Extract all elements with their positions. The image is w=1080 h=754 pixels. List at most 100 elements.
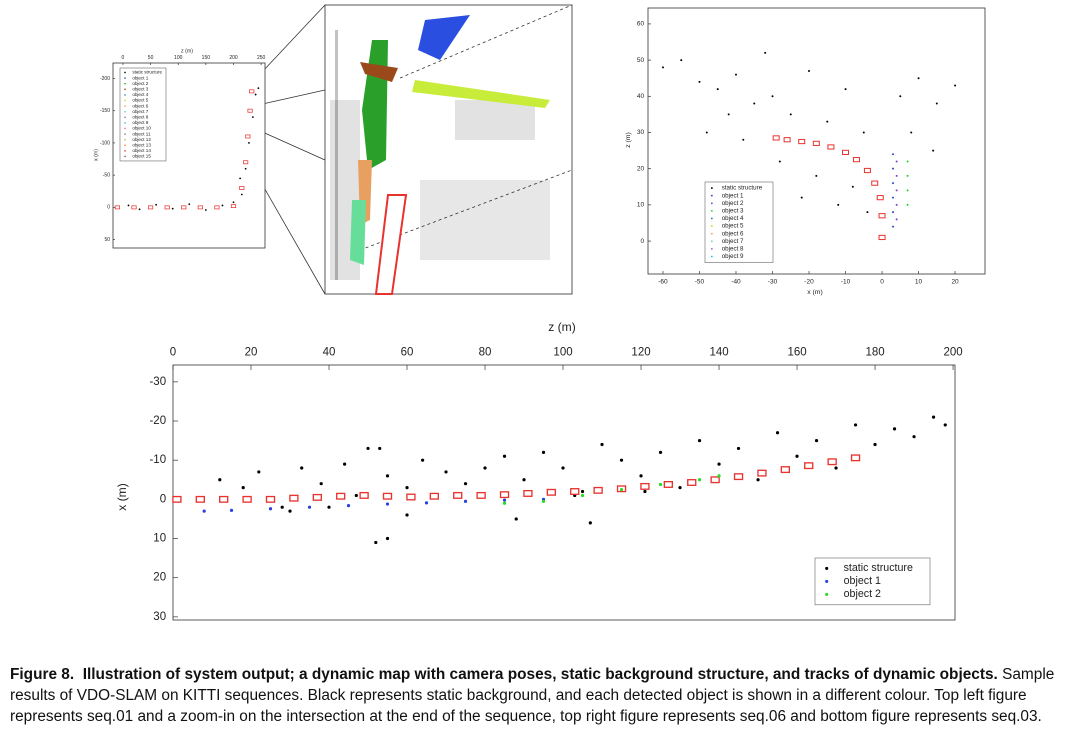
legend-label: static structure [722, 185, 763, 192]
camera-pose [804, 462, 814, 470]
point [917, 77, 920, 80]
legend-label: static structure [844, 562, 913, 574]
point [385, 536, 390, 541]
legend-marker [710, 232, 713, 235]
legend-marker [124, 138, 126, 141]
camera-pose [780, 466, 791, 474]
point [895, 174, 898, 177]
y-tick-label: -200 [100, 76, 110, 82]
legend-label: object 4 [722, 215, 744, 222]
point [895, 160, 898, 163]
camera-pose [114, 205, 120, 210]
x-tick-label: -20 [804, 279, 814, 286]
point [204, 209, 207, 211]
legend-label: object 2 [722, 200, 744, 207]
x-tick-label: -60 [658, 279, 668, 286]
x-axis-label: z (m) [548, 320, 575, 334]
x-tick-label: 50 [148, 55, 154, 61]
legend-label: static structure [132, 70, 162, 75]
camera-pose [219, 495, 229, 503]
camera-pose [164, 205, 170, 210]
legend-label: object 6 [722, 230, 744, 237]
point [202, 509, 206, 513]
legend-marker [124, 144, 126, 147]
point [678, 486, 682, 490]
camera-pose [687, 479, 697, 486]
point [251, 116, 254, 119]
point [932, 149, 935, 152]
inset-camera [374, 194, 408, 295]
point [374, 540, 378, 545]
x-tick-label: 20 [951, 279, 959, 286]
x-tick-label: -50 [695, 279, 705, 286]
point [891, 225, 894, 228]
legend-label: object 3 [722, 208, 744, 215]
point [385, 502, 390, 506]
point [218, 478, 222, 482]
legend-marker [710, 217, 713, 220]
legend-marker [124, 82, 126, 85]
camera-pose [593, 486, 603, 494]
camera-pose [772, 135, 780, 141]
camera-pose [148, 205, 154, 210]
inset-static [330, 30, 550, 280]
legend-marker [124, 94, 126, 96]
point [742, 138, 745, 141]
camera-pose [812, 140, 820, 146]
x-tick-label: 250 [257, 55, 266, 61]
legend-marker [825, 592, 829, 596]
legend-label: object 1 [844, 575, 881, 587]
y-tick-label: 50 [637, 57, 645, 64]
point [753, 102, 756, 105]
legend-marker [124, 150, 126, 152]
camera-pose [239, 186, 245, 190]
y-tick-label: 10 [153, 533, 166, 545]
zoom-connector [257, 129, 326, 161]
point [257, 87, 260, 90]
camera-pose [871, 180, 879, 186]
point [580, 493, 585, 498]
inset-guide [399, 4, 573, 79]
point [241, 486, 245, 490]
camera-pose [230, 204, 237, 209]
point [643, 489, 647, 494]
x-tick-label: 80 [479, 346, 492, 358]
point [257, 470, 261, 474]
legend-label: object 8 [132, 114, 148, 119]
camera-pose [523, 490, 533, 497]
x-tick-label: 200 [229, 55, 238, 61]
legend-marker [124, 105, 126, 107]
point [814, 438, 819, 443]
x-tick-label: 120 [631, 346, 650, 358]
legend-marker [710, 225, 713, 227]
point [421, 458, 425, 462]
point [307, 505, 312, 509]
point [254, 93, 257, 96]
point [800, 196, 803, 199]
legend-marker [710, 194, 713, 197]
point [717, 462, 721, 466]
y-tick-label: 0 [107, 205, 110, 211]
camera-pose [265, 495, 276, 503]
camera-pose [359, 491, 369, 499]
point [795, 454, 799, 458]
x-axis-label: z (m) [181, 48, 193, 54]
point [891, 167, 894, 170]
legend-label: object 2 [844, 588, 881, 600]
point [771, 95, 774, 98]
camera-pose [195, 495, 205, 503]
point [463, 482, 468, 486]
point [808, 69, 811, 72]
y-tick-label: 10 [637, 202, 645, 209]
point [716, 88, 719, 91]
camera-pose [214, 205, 220, 210]
camera-pose [852, 157, 860, 163]
legend-marker [710, 209, 713, 212]
point [378, 446, 382, 451]
point [288, 509, 292, 513]
x-tick-label: 100 [553, 346, 572, 358]
legend-label: object 15 [132, 154, 151, 159]
camera-pose [312, 493, 322, 501]
camera-pose [499, 491, 510, 499]
